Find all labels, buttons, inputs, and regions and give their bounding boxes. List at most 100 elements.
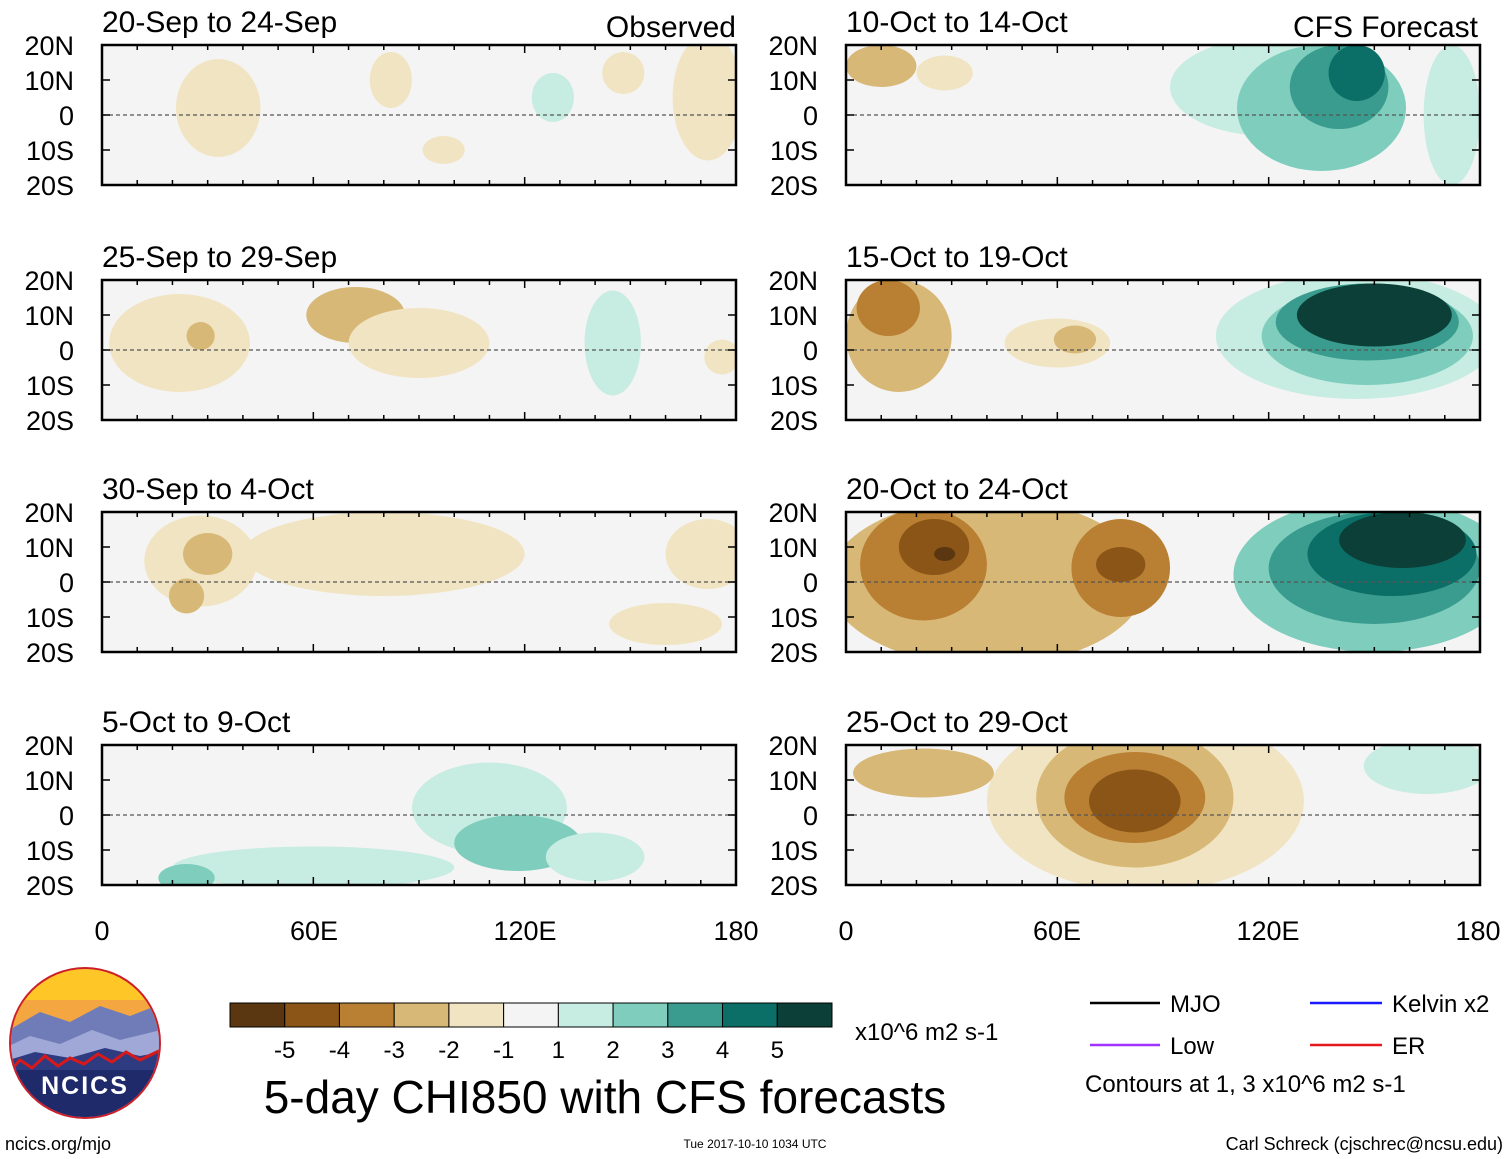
colorbar-tick-label: -2 bbox=[438, 1037, 459, 1064]
y-tick-label: 20N bbox=[768, 498, 818, 528]
y-tick-label: 0 bbox=[803, 336, 818, 366]
x-tick-label: 0 bbox=[94, 916, 109, 946]
panel-period-title: 20-Oct to 24-Oct bbox=[846, 473, 1068, 506]
chi-anomaly-region bbox=[422, 136, 465, 164]
colorbar-swatch bbox=[557, 1002, 614, 1028]
y-tick-label: 20N bbox=[24, 31, 74, 61]
y-tick-label: 10N bbox=[768, 66, 818, 96]
colorbar-swatch bbox=[722, 1002, 778, 1028]
y-tick-label: 0 bbox=[59, 336, 74, 366]
chi-anomaly-region bbox=[665, 519, 736, 589]
chi-anomaly-region bbox=[1096, 547, 1146, 582]
legend-label-mjo: MJO bbox=[1170, 991, 1221, 1018]
colorbar-swatch bbox=[448, 1002, 505, 1028]
colorbar-swatch bbox=[393, 1002, 450, 1028]
y-tick-label: 10N bbox=[768, 766, 818, 796]
x-tick-label: 120E bbox=[493, 916, 556, 946]
chi-anomaly-region bbox=[846, 45, 917, 87]
x-tick-label: 60E bbox=[290, 916, 338, 946]
y-tick-label: 10S bbox=[770, 836, 818, 866]
panel-period-title: 25-Sep to 29-Sep bbox=[102, 241, 337, 274]
colorbar-swatch bbox=[612, 1002, 669, 1028]
footer-timestamp: Tue 2017-10-10 1034 UTC bbox=[684, 1137, 827, 1151]
y-tick-label: 10S bbox=[26, 603, 74, 633]
chi-anomaly-region bbox=[1296, 283, 1452, 347]
logo-text: NCICS bbox=[41, 1072, 129, 1100]
chi-anomaly-region bbox=[348, 308, 490, 378]
y-tick-label: 20S bbox=[26, 406, 74, 436]
forecast-header: CFS Forecast bbox=[1293, 11, 1479, 44]
chi-anomaly-region bbox=[158, 864, 215, 885]
y-tick-label: 10N bbox=[24, 301, 74, 331]
colorbar-swatch bbox=[503, 1002, 559, 1028]
map-panel: 20N 10N 0 10S 20S 25-Sep to 29-Sep bbox=[24, 241, 738, 436]
colorbar-tick-label: 1 bbox=[552, 1037, 565, 1064]
y-tick-label: 0 bbox=[803, 801, 818, 831]
footer-url[interactable]: ncics.org/mjo bbox=[5, 1134, 111, 1154]
colorbar: -5 -4 -3 -2 -1 1 2 3 4 5 bbox=[229, 1002, 833, 1064]
chi-anomaly-region bbox=[1089, 769, 1181, 833]
colorbar-tick-label: -5 bbox=[274, 1037, 295, 1064]
y-tick-label: 20N bbox=[24, 266, 74, 296]
legend-label-er: ER bbox=[1392, 1033, 1425, 1060]
chi-anomaly-region bbox=[602, 52, 645, 94]
y-tick-label: 10S bbox=[770, 136, 818, 166]
panel-period-title: 25-Oct to 29-Oct bbox=[846, 706, 1068, 739]
chi-anomaly-region bbox=[856, 280, 920, 336]
y-tick-label: 20S bbox=[26, 171, 74, 201]
map-panel: 20N 10N 0 10S 20S 30-Sep to 4-Oct bbox=[24, 473, 738, 668]
chi-anomaly-region bbox=[369, 52, 412, 108]
y-tick-label: 0 bbox=[59, 101, 74, 131]
y-tick-label: 0 bbox=[59, 801, 74, 831]
y-tick-label: 10S bbox=[26, 371, 74, 401]
colorbar-units: x10^6 m2 s-1 bbox=[855, 1019, 998, 1046]
panel-period-title: 5-Oct to 9-Oct bbox=[102, 706, 291, 739]
legend: MJO Kelvin x2 Low ER Contours at 1, 3 x1… bbox=[1085, 991, 1489, 1098]
footer-author: Carl Schreck (cjschrec@ncsu.edu) bbox=[1226, 1134, 1503, 1154]
panel-period-title: 15-Oct to 19-Oct bbox=[846, 241, 1068, 274]
colorbar-tick-label: -1 bbox=[493, 1037, 514, 1064]
y-tick-label: 20S bbox=[770, 171, 818, 201]
y-tick-label: 0 bbox=[803, 101, 818, 131]
colorbar-tick-label: 5 bbox=[771, 1037, 784, 1064]
chi-anomaly-region bbox=[1363, 745, 1480, 794]
colorbar-tick-label: 3 bbox=[661, 1037, 674, 1064]
chi-anomaly-region bbox=[704, 339, 736, 375]
x-tick-label: 120E bbox=[1236, 916, 1299, 946]
x-tick-label: 180 bbox=[1455, 916, 1500, 946]
ncics-logo: NCICS bbox=[9, 967, 161, 1119]
chi-anomaly-region bbox=[172, 846, 455, 885]
chi-anomaly-region bbox=[186, 322, 215, 350]
chi-anomaly-region bbox=[183, 533, 233, 575]
colorbar-tick-label: -4 bbox=[329, 1037, 350, 1064]
x-tick-label: 0 bbox=[838, 916, 853, 946]
x-tick-label: 180 bbox=[713, 916, 758, 946]
chi-anomaly-region bbox=[545, 832, 645, 882]
y-tick-label: 20N bbox=[24, 498, 74, 528]
y-tick-label: 20N bbox=[24, 731, 74, 761]
colorbar-swatch bbox=[667, 1002, 724, 1028]
chi-anomaly-region bbox=[1339, 512, 1466, 568]
colorbar-tick-label: 4 bbox=[716, 1037, 729, 1064]
y-tick-label: 20S bbox=[26, 638, 74, 668]
y-tick-label: 10N bbox=[24, 766, 74, 796]
map-panel: 20N 10N 0 10S 20S 20-Sep to 24-Sep bbox=[24, 6, 738, 201]
panel-period-title: 10-Oct to 14-Oct bbox=[846, 6, 1068, 39]
chi-anomaly-region bbox=[853, 748, 994, 798]
y-tick-label: 10N bbox=[24, 533, 74, 563]
y-tick-label: 10S bbox=[770, 371, 818, 401]
chi-anomaly-region bbox=[242, 512, 525, 596]
y-tick-label: 10S bbox=[26, 136, 74, 166]
chi-anomaly-region bbox=[175, 59, 261, 157]
y-tick-label: 20S bbox=[770, 871, 818, 901]
legend-label-low: Low bbox=[1170, 1033, 1215, 1060]
y-tick-label: 20N bbox=[768, 731, 818, 761]
map-panel: 20N 10N 0 10S 20S 10-Oct to 14-Oct bbox=[768, 6, 1482, 201]
y-tick-label: 10N bbox=[768, 533, 818, 563]
chi-anomaly-region bbox=[584, 290, 641, 396]
panel-period-title: 20-Sep to 24-Sep bbox=[102, 6, 337, 39]
chi-anomaly-region bbox=[916, 55, 973, 91]
y-tick-label: 10S bbox=[26, 836, 74, 866]
colorbar-tick-label: -3 bbox=[384, 1037, 405, 1064]
chi-anomaly-region bbox=[168, 578, 205, 614]
